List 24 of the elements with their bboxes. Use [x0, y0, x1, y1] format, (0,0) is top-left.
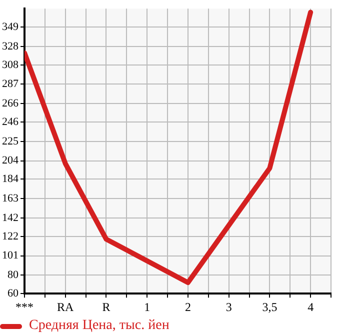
y-tick-label: 308	[2, 58, 19, 71]
y-tick-label: 287	[2, 78, 19, 90]
y-tick-label: 184	[2, 173, 19, 186]
y-tick-label: 122	[2, 230, 18, 242]
y-tick-label: 328	[2, 40, 19, 52]
y-tick-label: 163	[2, 192, 19, 204]
y-tick-label: 80	[8, 269, 19, 282]
y-tick-label: 225	[2, 135, 19, 148]
x-tick-label: 4	[308, 300, 314, 314]
x-tick-label: 1	[144, 300, 150, 314]
x-tick-label: 3,5	[262, 300, 278, 314]
y-tick-label: 246	[2, 116, 19, 128]
legend-label: Средняя Цена, тыс. йен	[29, 318, 170, 334]
y-tick-label: 204	[2, 154, 19, 167]
x-tick-label: RA	[57, 300, 74, 314]
y-tick-label: 266	[2, 97, 19, 110]
y-tick-label: 142	[2, 212, 18, 224]
y-tick-label: 349	[2, 20, 19, 33]
x-tick-label: 3	[226, 300, 232, 314]
y-tick-label: 60	[8, 287, 19, 300]
x-tick-label: 2	[184, 300, 191, 314]
x-tick-label: R	[102, 300, 110, 314]
x-tick-label: ***	[16, 300, 34, 314]
y-tick-label: 101	[2, 250, 18, 262]
